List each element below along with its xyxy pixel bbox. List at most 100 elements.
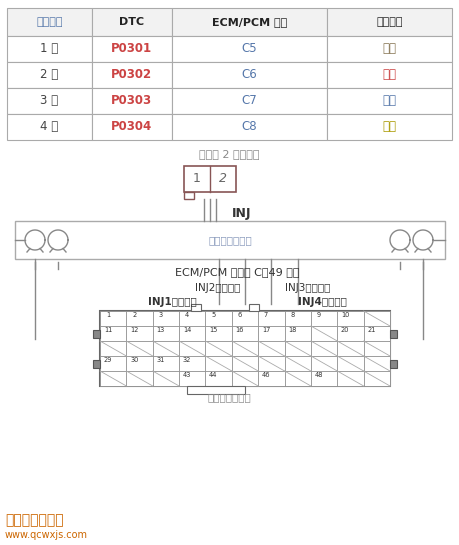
Text: P0302: P0302 [111, 69, 152, 82]
Text: 48: 48 [314, 372, 323, 378]
Text: 汽车维修技术网: 汽车维修技术网 [5, 513, 64, 527]
Bar [126, 326, 153, 341]
Text: 9: 9 [317, 312, 321, 318]
Text: 黄色: 黄色 [383, 120, 397, 134]
Text: 1: 1 [193, 173, 201, 185]
Text: INJ3（蓝色）: INJ3（蓝色） [285, 283, 330, 293]
Text: INJ2（红色）: INJ2（红色） [195, 283, 241, 293]
Bar [337, 356, 364, 371]
Text: 5: 5 [211, 312, 215, 318]
Text: P0301: P0301 [111, 43, 152, 56]
Bar [91, 36, 172, 62]
Text: INJ1（棕色）: INJ1（棕色） [148, 297, 197, 307]
Text: 4 号: 4 号 [40, 120, 58, 134]
Bar [311, 371, 337, 386]
Bar [364, 311, 390, 326]
Bar [311, 356, 337, 371]
Text: 21: 21 [367, 327, 376, 333]
Bar [327, 62, 452, 88]
Text: 阀端子的端子侧: 阀端子的端子侧 [207, 392, 251, 402]
Bar [172, 88, 327, 114]
Bar [100, 311, 126, 326]
Bar [179, 341, 206, 356]
Text: 6: 6 [238, 312, 242, 318]
Text: ECM/PCM 端子: ECM/PCM 端子 [212, 17, 287, 27]
Text: 14: 14 [183, 327, 191, 333]
Bar [172, 114, 327, 140]
Text: 2 号: 2 号 [40, 69, 58, 82]
Text: 46: 46 [262, 372, 270, 378]
Bar [184, 166, 236, 192]
Bar [91, 114, 172, 140]
Text: 32: 32 [183, 357, 191, 363]
Bar [206, 371, 232, 386]
Bar [206, 356, 232, 371]
Text: C5: C5 [242, 43, 257, 56]
Bar [337, 326, 364, 341]
Text: 18: 18 [288, 327, 297, 333]
Bar [390, 360, 397, 367]
Bar [91, 62, 172, 88]
Bar [206, 311, 232, 326]
Text: 43: 43 [183, 372, 191, 378]
Text: 29: 29 [104, 357, 112, 363]
Text: 10: 10 [341, 312, 349, 318]
Bar [100, 326, 126, 341]
Bar [311, 311, 337, 326]
Bar [285, 326, 311, 341]
Bar [100, 341, 126, 356]
Bar [184, 192, 194, 199]
Text: 20: 20 [341, 327, 349, 333]
Bar [258, 356, 285, 371]
Text: 2: 2 [219, 173, 227, 185]
Bar [7, 36, 91, 62]
Bar [327, 36, 452, 62]
Bar [258, 326, 285, 341]
Bar [100, 311, 390, 386]
Bar [364, 326, 390, 341]
Bar [206, 341, 232, 356]
Bar [153, 371, 179, 386]
Text: INJ: INJ [232, 207, 252, 220]
Text: 3 号: 3 号 [40, 94, 58, 107]
Bar [126, 341, 153, 356]
Text: C6: C6 [241, 69, 257, 82]
Bar [232, 326, 258, 341]
Bar [153, 326, 179, 341]
Bar [15, 221, 445, 259]
Text: 30: 30 [130, 357, 139, 363]
Bar [100, 371, 126, 386]
Text: 2: 2 [132, 312, 136, 318]
Bar [179, 371, 206, 386]
Bar [364, 371, 390, 386]
Text: ECM/PCM 插接器 C（49 针）: ECM/PCM 插接器 C（49 针） [175, 267, 300, 277]
Text: 31: 31 [157, 357, 165, 363]
Bar [327, 114, 452, 140]
Text: 故障气缸: 故障气缸 [36, 17, 62, 27]
Bar [232, 311, 258, 326]
Bar [172, 8, 327, 36]
Bar [190, 304, 201, 311]
Bar [390, 330, 397, 337]
Bar [249, 304, 259, 311]
Bar [187, 386, 245, 394]
Bar [153, 311, 179, 326]
Bar [126, 356, 153, 371]
Text: 红色: 红色 [383, 69, 397, 82]
Bar [153, 341, 179, 356]
Bar [327, 8, 452, 36]
Bar [311, 326, 337, 341]
Text: 4: 4 [185, 312, 189, 318]
Bar [7, 114, 91, 140]
Text: C8: C8 [242, 120, 257, 134]
Bar [364, 356, 390, 371]
Bar [126, 311, 153, 326]
Bar [7, 88, 91, 114]
Bar [93, 360, 100, 367]
Text: 17: 17 [262, 327, 270, 333]
Bar [172, 36, 327, 62]
Bar [337, 371, 364, 386]
Text: 44: 44 [209, 372, 218, 378]
Bar [258, 341, 285, 356]
Bar [258, 311, 285, 326]
